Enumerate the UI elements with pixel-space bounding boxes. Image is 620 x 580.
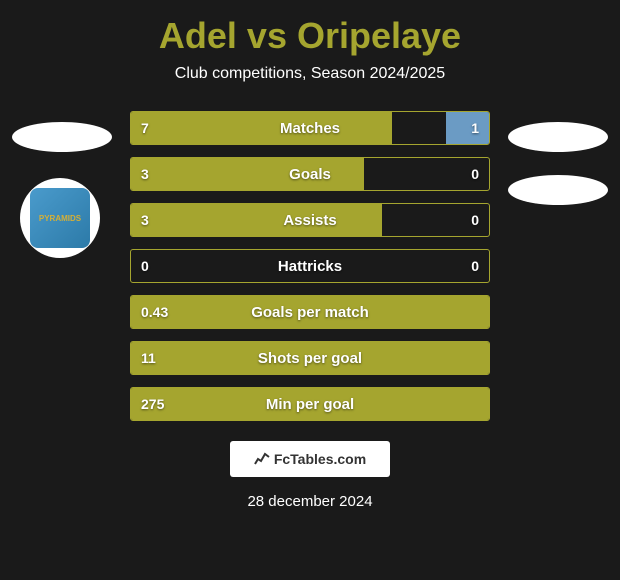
stat-value-left: 7: [141, 120, 149, 136]
stat-value-left: 3: [141, 212, 149, 228]
stat-bar-left: [131, 112, 392, 144]
stat-value-left: 0.43: [141, 304, 168, 320]
player-right-club-badge: [508, 175, 608, 205]
stat-row: 11 Shots per goal: [130, 341, 490, 375]
player-left-badge: [12, 122, 112, 152]
stats-area: 7 Matches 1 3 Goals 0 3 Assists 0 0 Hattricks 0 0.43…: [130, 111, 490, 421]
footer-date: 28 december 2024: [20, 493, 600, 510]
stat-row: 275 Min per goal: [130, 387, 490, 421]
stat-label: Goals: [289, 166, 331, 183]
chart-icon: [254, 449, 270, 470]
stat-value-left: 11: [141, 350, 156, 366]
page-title: Adel vs Oripelaye: [20, 15, 600, 57]
footer-brand-text: FcTables.com: [274, 451, 366, 467]
player-left-club-logo: PYRAMIDS: [20, 178, 100, 258]
stat-row: 3 Assists 0: [130, 203, 490, 237]
club-logo-inner: PYRAMIDS: [30, 188, 90, 248]
stat-value-left: 0: [141, 258, 149, 274]
stat-value-left: 3: [141, 166, 149, 182]
stat-row: 0.43 Goals per match: [130, 295, 490, 329]
stat-bar-right: [446, 112, 489, 144]
stat-label: Goals per match: [251, 304, 369, 321]
stat-value-right: 0: [471, 258, 479, 274]
stat-value-right: 1: [471, 120, 479, 136]
stat-value-right: 0: [471, 166, 479, 182]
stat-row: 7 Matches 1: [130, 111, 490, 145]
stat-bar-left: [131, 204, 382, 236]
stat-label: Matches: [280, 120, 340, 137]
footer-brand[interactable]: FcTables.com: [230, 441, 390, 477]
stat-label: Min per goal: [266, 396, 354, 413]
stat-label: Hattricks: [278, 258, 342, 275]
stat-label: Assists: [283, 212, 336, 229]
player-right-badge: [508, 122, 608, 152]
stat-row: 0 Hattricks 0: [130, 249, 490, 283]
stat-label: Shots per goal: [258, 350, 362, 367]
page-subtitle: Club competitions, Season 2024/2025: [20, 65, 600, 83]
stat-value-left: 275: [141, 396, 164, 412]
stat-value-right: 0: [471, 212, 479, 228]
stat-row: 3 Goals 0: [130, 157, 490, 191]
